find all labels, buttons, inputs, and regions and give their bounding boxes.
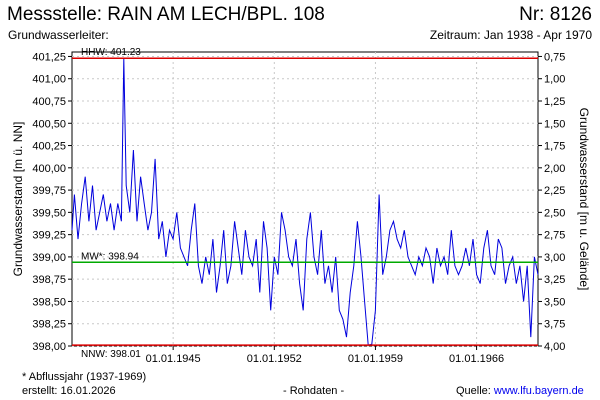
x-tick-label: 01.01.1945 [146, 353, 201, 365]
y2-tick-label: 1,50 [544, 118, 565, 130]
source-link[interactable]: www.lfu.bayern.de [493, 385, 584, 397]
y2-tick-label: 2,25 [544, 185, 565, 197]
station-title: Messstelle: RAIN AM LECH/BPL. 108 [7, 4, 325, 25]
station-number: Nr: 8126 [519, 4, 592, 25]
y-axis-label: Grundwasserstand [m ü. NN] [11, 122, 25, 277]
y-tick-label: 401,00 [32, 74, 66, 86]
period-label: Zeitraum: Jan 1938 - Apr 1970 [429, 28, 592, 42]
y-tick-label: 398,75 [32, 274, 66, 286]
y2-tick-label: 2,75 [544, 230, 565, 242]
y-tick-label: 398,00 [32, 341, 66, 353]
y2-tick-label: 3,25 [544, 274, 565, 286]
source-prefix: Quelle: [456, 385, 491, 397]
y-tick-label: 399,50 [32, 207, 66, 219]
source-label: Quelle: www.lfu.bayern.de [456, 385, 584, 397]
y2-tick-label: 3,75 [544, 319, 565, 331]
y-tick-label: 399,25 [32, 230, 66, 242]
y2-tick-label: 2,50 [544, 207, 565, 219]
nnw-reference-label: NNW: 398.01 [81, 349, 141, 360]
y2-tick-label: 3,00 [544, 252, 565, 264]
y-tick-label: 400,50 [32, 118, 66, 130]
y-tick-label: 398,25 [32, 319, 66, 331]
y-tick-label: 400,00 [32, 163, 66, 175]
y2-axis-label: Grundwasserstand [m u. Gelände] [577, 108, 591, 291]
x-tick-label: 01.01.1952 [247, 353, 302, 365]
y-tick-label: 400,25 [32, 141, 66, 153]
y2-tick-label: 4,00 [544, 341, 565, 353]
y2-tick-label: 1,00 [544, 74, 565, 86]
y-tick-label: 401,25 [32, 51, 66, 63]
x-tick-label: 01.01.1959 [348, 353, 403, 365]
rawdata-label: - Rohdaten - [283, 385, 345, 397]
y2-tick-label: 2,00 [544, 163, 565, 175]
y2-tick-label: 1,25 [544, 96, 565, 108]
created-date: erstellt: 16.01.2026 [22, 385, 116, 397]
series-line [71, 58, 539, 346]
plot-area [71, 51, 539, 347]
footnote: * Abflussjahr (1937-1969) [22, 371, 147, 383]
y2-tick-label: 0,75 [544, 51, 565, 63]
hhw-reference-label: HHW: 401.23 [81, 47, 141, 58]
y-tick-label: 400,75 [32, 96, 66, 108]
aquifer-label: Grundwasserleiter: [8, 28, 109, 42]
y2-tick-label: 3,50 [544, 296, 565, 308]
y-tick-label: 399,00 [32, 252, 66, 264]
mw-reference-label: MW*: 398.94 [81, 251, 139, 262]
y2-tick-label: 1,75 [544, 141, 565, 153]
y-tick-label: 398,50 [32, 296, 66, 308]
y-tick-label: 399,75 [32, 185, 66, 197]
x-tick-label: 01.01.1966 [449, 353, 504, 365]
